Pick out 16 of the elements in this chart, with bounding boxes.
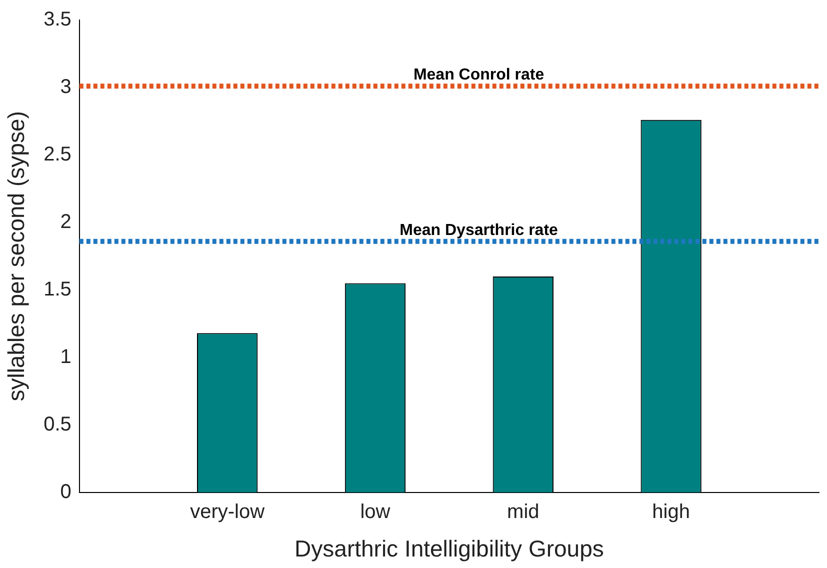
x-tick-label: mid [507, 500, 540, 523]
y-tick-label: 2 [60, 210, 72, 233]
y-tick-label: 1 [60, 346, 72, 368]
ref-line-label: Mean Dysarthric rate [400, 222, 558, 239]
y-tick-label: 3 [60, 76, 72, 98]
y-tick-label: 1.5 [44, 278, 72, 300]
x-tick-label: low [360, 500, 391, 523]
y-axis-title: syllables per second (sypse) [3, 111, 30, 402]
ref-line-label: Mean Conrol rate [413, 66, 544, 84]
y-tick-label: 0 [60, 480, 72, 503]
y-tick-label: 3.5 [44, 8, 72, 31]
x-tick-label: very-low [190, 500, 266, 523]
x-tick-label: high [652, 500, 690, 523]
y-tick-label: 2.5 [44, 143, 72, 166]
y-tick-label: 0.5 [44, 413, 72, 436]
x-axis-title: Dysarthric Intelligibility Groups [294, 536, 604, 562]
